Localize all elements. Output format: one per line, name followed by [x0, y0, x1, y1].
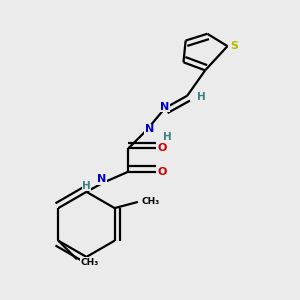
- Text: N: N: [160, 102, 170, 112]
- Text: H: H: [163, 132, 171, 142]
- Text: H: H: [197, 92, 206, 102]
- Text: O: O: [157, 143, 167, 154]
- Text: S: S: [230, 41, 238, 51]
- Text: O: O: [157, 167, 167, 177]
- Text: N: N: [97, 174, 106, 184]
- Text: N: N: [145, 124, 154, 134]
- Text: H: H: [82, 181, 91, 190]
- Text: CH₃: CH₃: [142, 197, 160, 206]
- Text: CH₃: CH₃: [81, 258, 99, 267]
